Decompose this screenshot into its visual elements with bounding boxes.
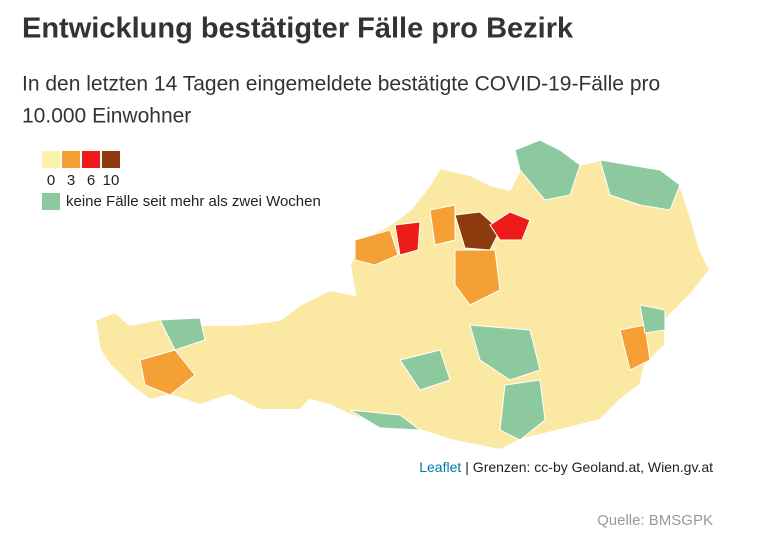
legend-swatch: [42, 151, 60, 168]
attribution: Leaflet | Grenzen: cc-by Geoland.at, Wien…: [419, 459, 713, 475]
legend-swatch: [42, 193, 60, 210]
subtitle: 10.000 Einwohner: [22, 105, 191, 128]
legend: 0 3 6 10 keine Fälle seit mehr als zwei Woch…: [42, 151, 321, 210]
country: [93, 138, 712, 452]
district: [619, 324, 651, 371]
legend-label: 0: [47, 172, 55, 189]
district: [349, 409, 422, 431]
district: [454, 249, 501, 306]
legend-label: 10: [103, 172, 120, 189]
district: [159, 317, 206, 351]
district: [469, 324, 541, 381]
legend-swatch: [62, 151, 80, 168]
title: Entwicklung bestätigter Fälle pro Bezirk: [22, 13, 574, 45]
district: [489, 211, 531, 241]
district: [399, 349, 451, 391]
legend-swatch: [102, 151, 120, 168]
district: [354, 229, 399, 266]
legend-label: 6: [87, 172, 95, 189]
attribution-link[interactable]: Leaflet: [419, 459, 461, 475]
district: [499, 379, 546, 441]
district: [639, 304, 666, 334]
legend-swatch: [82, 151, 100, 168]
map: [93, 138, 712, 452]
district: [394, 221, 421, 256]
district: [139, 349, 196, 396]
subtitle: In den letzten 14 Tagen eingemeldete bes…: [22, 73, 660, 96]
legend-label: 3: [67, 172, 75, 189]
district: [429, 204, 456, 246]
district: [514, 139, 581, 201]
attribution-text: | Grenzen: cc-by Geoland.at, Wien.gv.at: [465, 459, 713, 475]
legend-label: keine Fälle seit mehr als zwei Wochen: [66, 193, 321, 210]
district: [599, 159, 681, 211]
source: Quelle: BMSGPK: [597, 512, 713, 529]
district: [454, 211, 501, 251]
